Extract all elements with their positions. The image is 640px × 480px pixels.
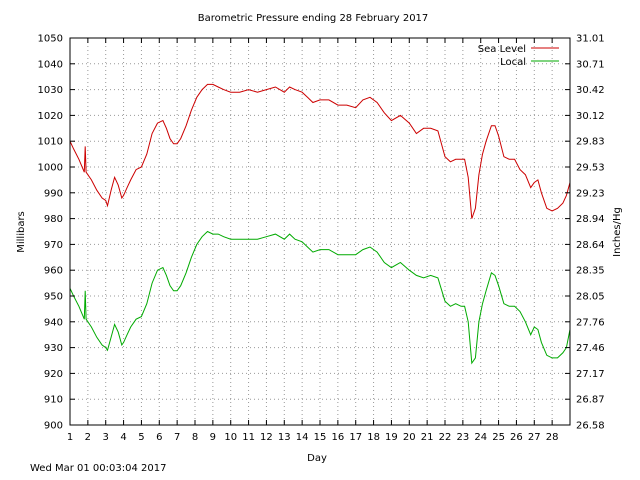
y-tick-label: 990 [44, 188, 63, 199]
y-tick-label: 1010 [38, 137, 63, 148]
series-layer [69, 83, 571, 365]
x-tick-label: 11 [242, 432, 255, 443]
y2-axis-label: Inches/Hg [612, 207, 623, 257]
x-tick-label: 1 [67, 432, 73, 443]
y-axis-label: Millibars [16, 211, 27, 253]
x-tick-labels: 1 2 3 4 5 6 7 8 9 10 11 12 13 14 15 16 17 18 19 20 21 22 23 24 2… [67, 432, 559, 443]
y2-tick-label: 26.58 [576, 421, 605, 432]
y-tick-labels: 900 910 920 930 940 950 960 970 980 990 1000 1010 10… [38, 34, 63, 432]
x-tick-label: 25 [492, 432, 505, 443]
y2-tick-label: 30.42 [576, 85, 605, 96]
y2-tick-label: 29.83 [576, 137, 605, 148]
legend-label-local: Local [500, 57, 526, 68]
ticks [69, 37, 570, 426]
x-tick-label: 14 [296, 432, 309, 443]
x-tick-label: 9 [210, 432, 216, 443]
y2-tick-label: 29.23 [576, 188, 605, 199]
y2-tick-label: 31.01 [576, 34, 605, 45]
x-tick-label: 2 [85, 432, 91, 443]
y-tick-label: 930 [44, 343, 63, 354]
y2-tick-label: 28.64 [576, 240, 605, 251]
y2-tick-labels: 26.58 26.87 27.17 27.46 27.76 28.05 28.35 28.64… [576, 34, 605, 432]
y-tick-label: 900 [44, 421, 63, 432]
y-tick-label: 1050 [38, 34, 63, 45]
y2-tick-label: 27.17 [576, 369, 605, 380]
x-tick-label: 19 [385, 432, 398, 443]
y2-tick-label: 30.71 [576, 59, 605, 70]
x-tick-label: 7 [174, 432, 180, 443]
y-tick-label: 1020 [38, 111, 63, 122]
legend: Sea Level Local [478, 44, 559, 68]
x-tick-label: 12 [260, 432, 273, 443]
y-tick-label: 1030 [38, 85, 63, 96]
x-tick-label: 17 [349, 432, 362, 443]
y-tick-label: 940 [44, 317, 63, 328]
x-tick-label: 8 [192, 432, 198, 443]
x-tick-label: 6 [156, 432, 162, 443]
x-tick-label: 23 [456, 432, 469, 443]
x-tick-label: 24 [474, 432, 487, 443]
y2-tick-label: 27.76 [576, 317, 605, 328]
x-tick-label: 27 [528, 432, 541, 443]
x-tick-label: 22 [439, 432, 452, 443]
x-tick-label: 3 [103, 432, 109, 443]
x-tick-label: 4 [120, 432, 126, 443]
x-tick-label: 18 [367, 432, 380, 443]
x-tick-label: 13 [278, 432, 291, 443]
footer-timestamp: Wed Mar 01 00:03:04 2017 [30, 463, 167, 474]
y-tick-label: 920 [44, 369, 63, 380]
x-tick-label: 21 [421, 432, 434, 443]
y2-tick-label: 26.87 [576, 395, 605, 406]
x-tick-label: 20 [403, 432, 416, 443]
y-tick-label: 1000 [38, 163, 63, 174]
y-tick-label: 950 [44, 292, 63, 303]
x-tick-label: 28 [546, 432, 559, 443]
y-tick-label: 960 [44, 266, 63, 277]
y-tick-label: 970 [44, 240, 63, 251]
y2-tick-label: 28.05 [576, 292, 605, 303]
series-line-local [69, 230, 571, 365]
x-tick-label: 15 [314, 432, 327, 443]
y-tick-label: 980 [44, 214, 63, 225]
y2-tick-label: 30.12 [576, 111, 605, 122]
x-tick-label: 10 [224, 432, 237, 443]
x-tick-label: 26 [510, 432, 523, 443]
legend-label-sea-level: Sea Level [478, 44, 526, 55]
y2-tick-label: 28.35 [576, 266, 605, 277]
x-tick-label: 16 [331, 432, 344, 443]
y2-tick-label: 28.94 [576, 214, 605, 225]
series-line-sea-level [69, 83, 571, 219]
x-axis-label: Day [307, 453, 327, 464]
y2-tick-label: 27.46 [576, 343, 605, 354]
y-tick-label: 1040 [38, 59, 63, 70]
grid [70, 38, 570, 425]
x-tick-label: 5 [138, 432, 144, 443]
y2-tick-label: 29.53 [576, 163, 605, 174]
y-tick-label: 910 [44, 395, 63, 406]
chart-title: Barometric Pressure ending 28 February 2… [198, 13, 429, 24]
